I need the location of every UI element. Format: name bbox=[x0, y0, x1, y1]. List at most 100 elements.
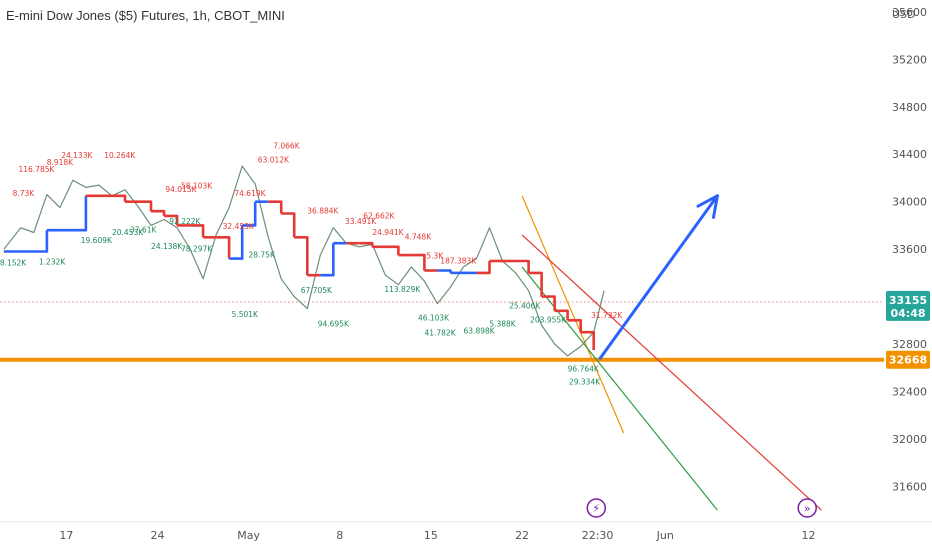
y-tick-label: 35600 bbox=[892, 6, 927, 19]
volume-label: 28.75K bbox=[248, 250, 275, 259]
x-tick-label: 17 bbox=[59, 529, 73, 542]
support-level-tag bbox=[886, 350, 930, 369]
supertrend-segment bbox=[567, 319, 582, 333]
volume-label: 25.406K bbox=[509, 301, 541, 310]
volume-label: 5.501K bbox=[232, 310, 259, 319]
y-axis-background bbox=[884, 0, 932, 550]
x-tick-label: 12 bbox=[801, 529, 815, 542]
chart-title: E-mini Dow Jones ($5) Futures, 1h, CBOT_… bbox=[6, 8, 285, 23]
x-tick-label: Jun bbox=[656, 529, 674, 542]
x-tick-label: May bbox=[237, 529, 260, 542]
supertrend-segment bbox=[437, 269, 452, 273]
volume-label: 1.232K bbox=[39, 258, 66, 267]
supertrend-segment bbox=[190, 224, 205, 238]
supertrend-segment bbox=[320, 243, 335, 277]
current-price-value: 33155 bbox=[889, 294, 927, 307]
supertrend-segment bbox=[151, 209, 166, 216]
supertrend-segment bbox=[229, 225, 244, 260]
x-axis[interactable]: 17 24 May 8 15 22 22:30 Jun 12 bbox=[0, 521, 932, 542]
supertrend-segment bbox=[268, 200, 283, 214]
y-tick-label: 33600 bbox=[892, 243, 927, 256]
supertrend-segment bbox=[476, 261, 491, 275]
volume-label: 63.898K bbox=[464, 326, 496, 335]
price-line bbox=[3, 165, 605, 357]
forward-event-icon[interactable] bbox=[797, 498, 817, 518]
lightning-icon: ⚡ bbox=[592, 502, 600, 515]
volume-label: 32.453K bbox=[223, 222, 255, 231]
volume-label: 5.3K bbox=[426, 252, 444, 261]
volume-label: 8.73K bbox=[13, 189, 36, 198]
volume-label: 19.609K bbox=[81, 236, 113, 245]
volume-label: 24.941K bbox=[372, 228, 404, 237]
volume-label: 62.662K bbox=[363, 211, 395, 220]
x-tick-label: 22:30 bbox=[582, 529, 614, 542]
volume-label: 58.103K bbox=[181, 182, 213, 191]
volume-label: 46.103K bbox=[418, 313, 450, 322]
lightning-event-icon[interactable] bbox=[586, 498, 607, 518]
double-chevron-icon: » bbox=[804, 502, 811, 515]
channel-line[interactable] bbox=[521, 234, 822, 511]
y-tick-label: 32400 bbox=[892, 386, 927, 399]
x-tick-label: 22 bbox=[515, 529, 529, 542]
current-price-tag bbox=[886, 290, 930, 321]
y-tick-label: 35200 bbox=[892, 53, 927, 66]
volume-label: 8.918K bbox=[47, 158, 74, 167]
volume-label: 29.334K bbox=[569, 377, 601, 386]
y-tick-label: 34400 bbox=[892, 148, 927, 161]
volume-label: 31.732K bbox=[591, 311, 623, 320]
y-tick-label: 31600 bbox=[892, 480, 927, 493]
volume-label: 74.619K bbox=[234, 189, 266, 198]
currency-label: USD bbox=[892, 8, 916, 21]
supertrend-segment bbox=[385, 245, 400, 256]
supertrend-segment bbox=[281, 212, 296, 238]
supertrend-segment bbox=[411, 253, 426, 271]
supertrend-segment bbox=[112, 194, 127, 202]
volume-label: 116.785K bbox=[18, 165, 55, 174]
channel-line[interactable] bbox=[521, 195, 625, 434]
supertrend-segment bbox=[144, 200, 153, 212]
projection-arrow-head[interactable] bbox=[696, 194, 719, 219]
volume-label: 37.61K bbox=[130, 226, 157, 235]
channel-line[interactable] bbox=[521, 266, 718, 511]
price-series bbox=[3, 165, 605, 357]
horizontal-levels bbox=[0, 301, 884, 362]
y-tick-label: 32000 bbox=[892, 433, 927, 446]
supertrend-segment bbox=[580, 330, 595, 350]
x-tick-label: 15 bbox=[424, 529, 438, 542]
projection-arrow-shaft[interactable] bbox=[598, 194, 719, 360]
volume-label: 67.705K bbox=[301, 286, 333, 295]
volume-label: 8.152K bbox=[0, 259, 27, 268]
volume-label: 92.222K bbox=[169, 217, 201, 226]
volume-label: 20.453K bbox=[112, 228, 144, 237]
volume-label: 113.829K bbox=[384, 285, 421, 294]
volume-label: 10.264K bbox=[104, 151, 136, 160]
bar-countdown: 04:48 bbox=[890, 307, 925, 320]
volume-label: 36.884K bbox=[307, 207, 339, 216]
supertrend-segment bbox=[528, 271, 543, 297]
volume-label: 96.764K bbox=[568, 364, 600, 373]
volume-label: 203.955K bbox=[530, 316, 567, 325]
volume-label: 94.015K bbox=[165, 185, 197, 194]
y-axis[interactable]: USD3160032000324003280033200336003400034… bbox=[884, 0, 932, 550]
supertrend-segment bbox=[72, 195, 88, 232]
supertrend-segment bbox=[33, 230, 49, 253]
event-icons[interactable]: ⚡» bbox=[586, 498, 817, 518]
supertrend-segment bbox=[515, 259, 530, 273]
volume-label: 33.491K bbox=[345, 217, 377, 226]
volume-label: 24.138K bbox=[151, 242, 183, 251]
supertrend-segment bbox=[242, 201, 257, 227]
y-tick-label: 34800 bbox=[892, 101, 927, 114]
supertrend-segment bbox=[541, 295, 556, 311]
volume-label: 7.066K bbox=[273, 141, 300, 150]
volume-label: 187.383K bbox=[440, 256, 477, 265]
support-level-value: 32668 bbox=[889, 354, 927, 367]
volume-label: 4.748K bbox=[405, 233, 432, 242]
supertrend-segment bbox=[216, 236, 231, 259]
x-tick-label: 8 bbox=[336, 529, 343, 542]
projection-arrow[interactable] bbox=[598, 194, 719, 360]
supertrend-segment bbox=[164, 214, 179, 226]
supertrend-segment bbox=[554, 309, 569, 321]
channel-lines[interactable] bbox=[521, 195, 822, 511]
